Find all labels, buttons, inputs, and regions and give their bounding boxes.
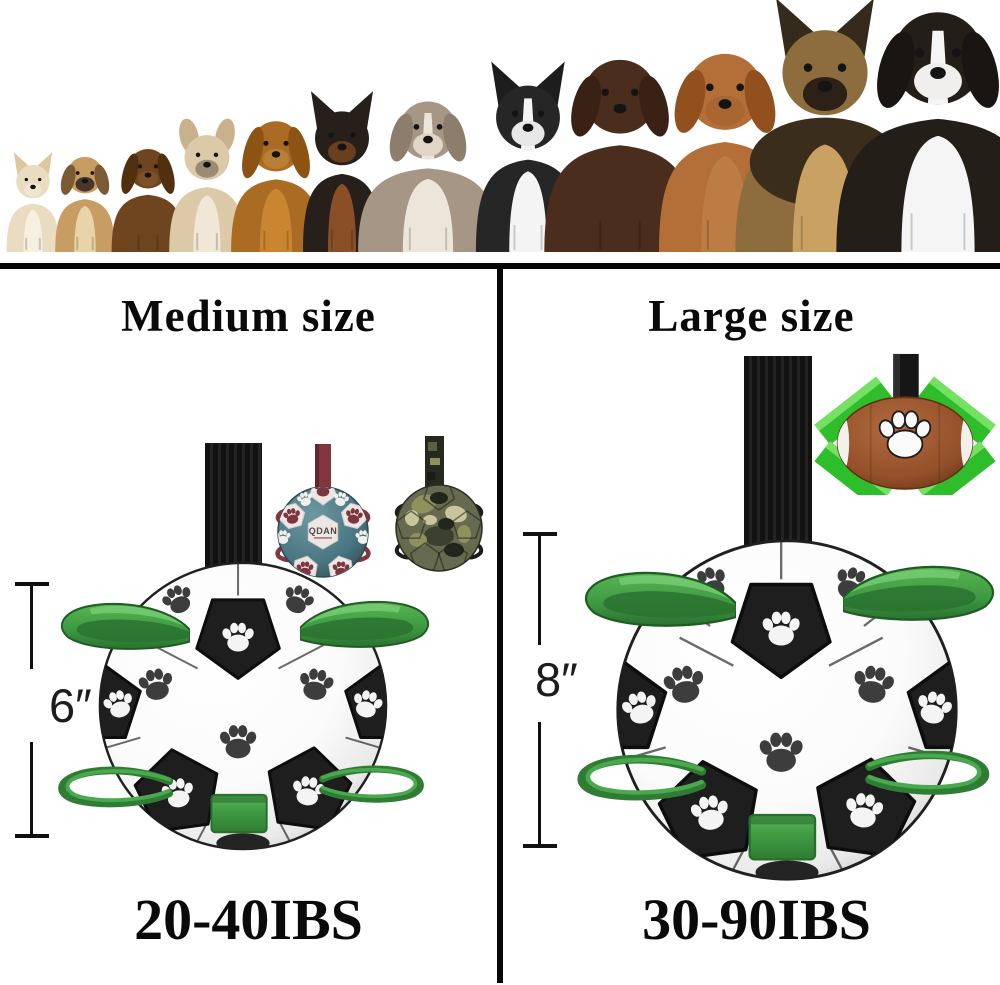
variant-brand-text: QDAN [309,526,338,536]
dog-size-lineup [6,0,1000,252]
dog-french-bulldog [169,118,245,252]
paw-print-icon [285,585,314,614]
paw-print-icon [622,691,656,724]
medium-size-title: Medium size [121,291,376,341]
paw-print-icon [283,508,300,524]
large-height-dimension: 8″ [523,532,653,848]
paw-print-icon [762,611,800,646]
paw-print-icon [854,665,894,703]
variant-ball-teal: QDAN [275,444,371,578]
paw-print-icon [354,690,383,718]
dimension-cap-top [523,532,557,536]
paw-print-icon [918,691,952,724]
dog-english-bulldog [358,101,498,252]
medium-strap-upper-left [60,602,190,650]
paw-print-icon [219,725,257,759]
paw-print-icon [222,622,254,652]
paw-print-icon [663,665,704,703]
football-green-strap [814,376,892,445]
dimension-line [30,585,33,669]
medium-height-dimension: 6″ [15,582,145,838]
medium-strap-upper-right [300,600,430,648]
dimension-cap-bottom [15,834,49,838]
dog-chihuahua [6,152,60,252]
paw-print-icon [278,530,291,544]
medium-strap-lower-right [319,765,424,803]
large-strap-upper-left [584,571,736,627]
vertical-divider [497,263,503,983]
medium-strap-lower-left [58,766,174,808]
paw-print-icon [297,491,312,506]
paw-print-icon [759,732,803,772]
large-soccer-ball [616,539,958,881]
paw-print-icon [103,690,132,718]
football-green-strap [918,376,996,445]
dog-chocolate-labrador [544,59,696,252]
paw-print-icon [878,410,932,459]
paw-print-icon [690,795,728,830]
large-strap-lower-right [865,750,990,795]
large-ball-top-strap [744,356,812,548]
paw-print-icon [355,530,368,544]
paw-print-icon [346,508,363,524]
medium-weight-label: 20-40IBS [134,887,363,952]
dog-puggle [55,156,115,252]
dog-bernese-mountain-dog [836,12,1000,252]
large-height-label: 8″ [535,653,578,706]
paw-print-icon [846,793,884,828]
paw-print-icon [334,491,349,506]
large-size-title: Large size [648,291,855,341]
dimension-cap-top [15,582,49,586]
large-weight-label: 30-90IBS [642,887,871,952]
medium-height-label: 6″ [49,679,92,732]
paw-print-icon [300,668,334,700]
dog-dachshund [111,148,185,252]
paw-print-icon [162,585,191,614]
dimension-line [30,742,33,835]
large-strap-upper-right [843,565,995,621]
large-strap-lower-left [577,754,707,801]
dimension-cap-bottom [523,844,557,848]
dog-cavalier-spaniel [231,121,321,252]
variant-football-toy [814,353,996,495]
dimension-line [538,722,541,845]
paw-print-icon [293,776,325,806]
medium-ball-top-strap [205,443,262,568]
paw-print-icon [138,668,173,700]
dimension-line [538,535,541,645]
variant-ball-camo [394,436,484,572]
